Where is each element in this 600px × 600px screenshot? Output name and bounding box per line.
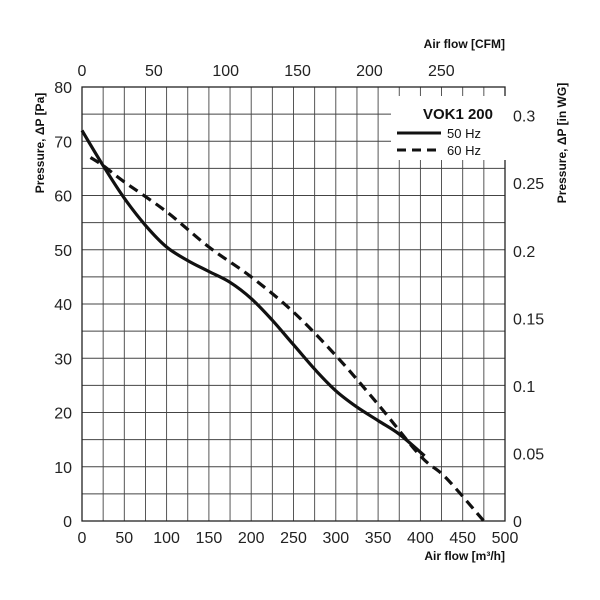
x2-tick-label: 100	[212, 63, 239, 80]
y-tick-label: 10	[54, 460, 72, 477]
series-line-50hz	[80, 129, 426, 458]
x-tick-label: 300	[322, 530, 349, 547]
x-tick-label: 100	[153, 530, 180, 547]
x-tick-label: 500	[492, 530, 519, 547]
x-tick-label: 150	[196, 530, 223, 547]
legend-label-60hz: 60 Hz	[447, 143, 481, 158]
y-tick-label: 0	[63, 514, 72, 531]
y2-tick-label: 0.05	[513, 446, 544, 463]
x-tick-label: 250	[280, 530, 307, 547]
legend: VOK1 200 50 Hz 60 Hz	[391, 96, 506, 160]
axes	[81, 86, 506, 522]
y-tick-label: 30	[54, 351, 72, 368]
plot-frame	[81, 86, 506, 522]
x2-tick-label: 50	[145, 63, 163, 80]
y-tick-label: 50	[54, 243, 72, 260]
x2-tick-label: 250	[428, 63, 455, 80]
x-tick-label: 350	[365, 530, 392, 547]
x2-tick-label: 0	[78, 63, 87, 80]
tick-labels: 0 50 100 150 200 250 300 350 400 450 5000102030405…	[54, 63, 544, 547]
y2-tick-label: 0	[513, 514, 522, 531]
x-tick-label: 0	[78, 530, 87, 547]
legend-label-50hz: 50 Hz	[447, 126, 481, 141]
y-tick-label: 80	[54, 80, 72, 97]
chart-title: VOK1 200	[423, 106, 493, 123]
x-axis-title: Air flow [m³/h]	[424, 549, 505, 563]
y-tick-label: 20	[54, 406, 72, 423]
series	[80, 129, 486, 523]
x-tick-label: 450	[449, 530, 476, 547]
series-line-60hz	[89, 156, 486, 523]
y-tick-label: 70	[54, 134, 72, 151]
x-tick-label: 400	[407, 530, 434, 547]
x-tick-label: 200	[238, 530, 265, 547]
right-y-axis-title: Pressure, ΔP [in WG]	[555, 83, 569, 203]
x2-tick-label: 200	[356, 63, 383, 80]
y2-tick-label: 0.15	[513, 311, 544, 328]
y2-tick-label: 0.2	[513, 244, 535, 261]
x2-tick-label: 150	[284, 63, 311, 80]
x-tick-label: 50	[115, 530, 133, 547]
y-tick-label: 60	[54, 189, 72, 206]
y2-tick-label: 0.3	[513, 109, 535, 126]
legend-box	[391, 96, 506, 160]
y2-tick-label: 0.25	[513, 176, 544, 193]
top-x-axis-title: Air flow [CFM]	[424, 37, 505, 51]
y-tick-label: 40	[54, 297, 72, 314]
y2-tick-label: 0.1	[513, 379, 535, 396]
y-axis-title: Pressure, ΔP [Pa]	[33, 93, 47, 193]
